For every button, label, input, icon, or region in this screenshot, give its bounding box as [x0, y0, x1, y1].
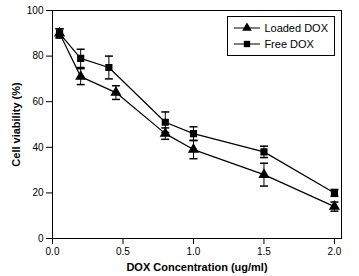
svg-text:1.5: 1.5: [257, 246, 271, 257]
svg-text:40: 40: [32, 142, 44, 153]
svg-text:1.0: 1.0: [187, 246, 201, 257]
html-text:Free DOX: Free DOX: [264, 38, 314, 50]
svg-text:60: 60: [32, 96, 44, 107]
svg-text:0.5: 0.5: [116, 246, 130, 257]
svg-text:0.0: 0.0: [46, 246, 60, 257]
svg-text:DOX Concentration (ug/ml): DOX Concentration (ug/ml): [126, 261, 268, 273]
svg-text:0: 0: [38, 233, 44, 244]
svg-text:20: 20: [32, 187, 44, 198]
html-text:Loaded DOX: Loaded DOX: [264, 22, 328, 34]
svg-text:Cell viability (%): Cell viability (%): [10, 82, 22, 167]
svg-text:80: 80: [32, 50, 44, 61]
svg-text:2.0: 2.0: [327, 246, 341, 257]
svg-text:100: 100: [27, 5, 44, 16]
